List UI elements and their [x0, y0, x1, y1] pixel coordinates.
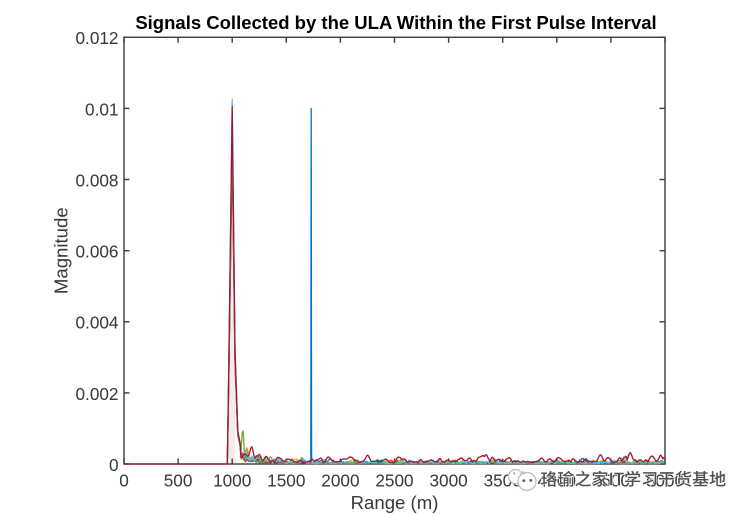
svg-text:0: 0 [109, 455, 119, 475]
svg-text:0.01: 0.01 [85, 99, 118, 119]
svg-text:3000: 3000 [429, 470, 467, 490]
svg-text:0: 0 [119, 470, 129, 490]
svg-text:0.004: 0.004 [75, 313, 118, 333]
svg-text:500: 500 [164, 470, 193, 490]
svg-text:2500: 2500 [375, 470, 413, 490]
svg-text:0.006: 0.006 [75, 242, 118, 262]
svg-text:1000: 1000 [213, 470, 251, 490]
svg-text:2000: 2000 [321, 470, 359, 490]
svg-text:Range (m): Range (m) [351, 492, 439, 513]
svg-text:1500: 1500 [267, 470, 305, 490]
svg-text:Signals Collected by the ULA W: Signals Collected by the ULA Within the … [135, 12, 656, 33]
svg-text:0.008: 0.008 [75, 170, 118, 190]
svg-text:Magnitude: Magnitude [51, 207, 72, 294]
svg-text:0.002: 0.002 [75, 384, 118, 404]
svg-text:0.012: 0.012 [75, 28, 118, 48]
